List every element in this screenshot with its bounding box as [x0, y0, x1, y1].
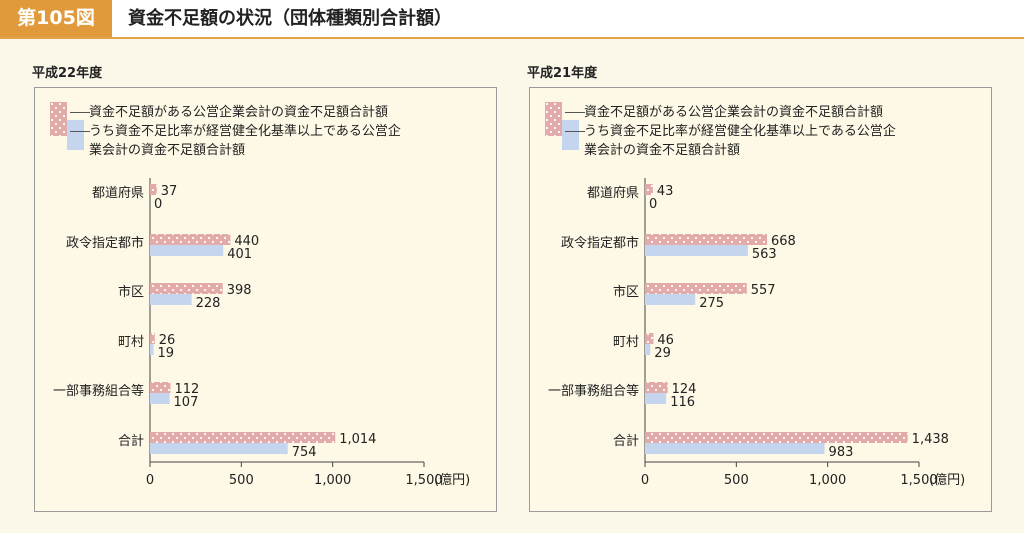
x-tick-label: 500 — [724, 473, 749, 488]
bar-series1 — [150, 283, 223, 294]
data-label-series1: 440 — [234, 234, 259, 249]
legend-label-series2-line2: 業会計の資金不足額合計額 — [584, 143, 741, 158]
bar-series2 — [645, 245, 748, 256]
bar-series2 — [645, 344, 651, 355]
data-label-series1: 557 — [751, 283, 776, 298]
bar-series2 — [150, 344, 154, 355]
data-label-series2: 983 — [829, 445, 854, 460]
category-label: 町村 — [613, 335, 639, 350]
data-label-series2: 0 — [649, 197, 657, 212]
panel-right-title: 平成21年度 — [527, 66, 598, 81]
x-tick-label: 0 — [641, 473, 649, 488]
legend-leader-line — [70, 131, 90, 132]
legend-label-series2-line1: うち資金不足比率が経営健全化基準以上である公営企 — [584, 124, 896, 139]
legend-leader-line — [70, 112, 90, 113]
data-label-series1: 1,438 — [912, 432, 949, 447]
legend-swatch-blue — [67, 120, 84, 150]
header-bar: 第105図 資金不足額の状況（団体種類別合計額） — [0, 0, 1024, 37]
bar-series1 — [150, 382, 171, 393]
bar-series1 — [645, 283, 747, 294]
data-label-series2: 563 — [752, 247, 777, 262]
data-label-series2: 401 — [227, 247, 252, 262]
category-label: 政令指定都市 — [66, 235, 144, 251]
data-label-series2: 228 — [196, 296, 221, 311]
category-label: 一部事務組合等 — [53, 383, 144, 399]
data-label-series2: 19 — [157, 346, 174, 361]
bar-series1 — [645, 382, 668, 393]
bar-series2 — [645, 393, 667, 404]
bar-series1 — [645, 432, 908, 443]
data-label-series2: 116 — [670, 395, 695, 410]
legend-swatch-pink — [545, 102, 562, 136]
chart-panel-left: 資金不足額がある公営企業会計の資金不足額合計額 うち資金不足比率が経営健全化基準… — [34, 87, 497, 512]
bar-series2 — [150, 294, 192, 305]
bar-series1 — [645, 184, 653, 195]
category-label: 市区 — [613, 284, 639, 300]
data-label-series2: 29 — [654, 346, 671, 361]
bar-series1 — [150, 184, 157, 195]
chart-panel-right: 資金不足額がある公営企業会計の資金不足額合計額 うち資金不足比率が経営健全化基準… — [529, 87, 992, 512]
x-unit-label: (億円) — [929, 472, 965, 488]
legend-swatch-pink — [50, 102, 67, 136]
bar-series1 — [150, 333, 155, 344]
x-tick-label: 1,000 — [314, 473, 351, 488]
bar-series1 — [150, 432, 336, 443]
data-label-series2: 0 — [154, 197, 162, 212]
category-label: 市区 — [118, 284, 144, 300]
bar-series2 — [150, 443, 288, 454]
data-label-series1: 1,014 — [339, 432, 376, 447]
panel-left-title: 平成22年度 — [32, 66, 103, 81]
figure-number-badge: 第105図 — [0, 0, 112, 37]
category-label: 都道府県 — [587, 186, 639, 201]
x-tick-label: 1,500 — [900, 473, 937, 488]
category-label: 合計 — [118, 433, 144, 449]
category-label: 合計 — [613, 433, 639, 449]
legend-label-series1: 資金不足額がある公営企業会計の資金不足額合計額 — [89, 105, 389, 120]
legend-leader-line — [565, 131, 585, 132]
data-label-series1: 46 — [657, 333, 674, 348]
x-tick-label: 500 — [229, 473, 254, 488]
category-label: 一部事務組合等 — [548, 383, 639, 399]
bar-series2 — [645, 294, 696, 305]
legend-swatch-blue — [562, 120, 579, 150]
data-label-series1: 124 — [672, 382, 697, 397]
data-label-series2: 754 — [292, 445, 317, 460]
bar-series2 — [645, 443, 825, 454]
x-tick-label: 1,000 — [809, 473, 846, 488]
bar-series2 — [150, 245, 224, 256]
data-label-series1: 398 — [227, 283, 252, 298]
data-label-series1: 668 — [771, 234, 796, 249]
category-label: 町村 — [118, 335, 144, 350]
data-label-series1: 37 — [161, 184, 178, 199]
figure-title: 資金不足額の状況（団体種類別合計額） — [128, 8, 452, 29]
bar-series1 — [645, 333, 654, 344]
data-label-series1: 26 — [159, 333, 176, 348]
x-tick-label: 1,500 — [405, 473, 442, 488]
category-label: 政令指定都市 — [561, 235, 639, 251]
header-divider — [0, 37, 1024, 39]
legend-label-series2-line2: 業会計の資金不足額合計額 — [89, 143, 246, 158]
data-label-series2: 275 — [699, 296, 724, 311]
bar-series2 — [150, 393, 170, 404]
data-label-series2: 107 — [174, 395, 199, 410]
bar-series1 — [150, 234, 231, 245]
x-unit-label: (億円) — [434, 472, 470, 488]
category-label: 都道府県 — [92, 186, 144, 201]
bar-series1 — [645, 234, 768, 245]
data-label-series1: 112 — [174, 382, 199, 397]
x-tick-label: 0 — [146, 473, 154, 488]
legend-leader-line — [565, 112, 585, 113]
data-label-series1: 43 — [657, 184, 674, 199]
legend-label-series2-line1: うち資金不足比率が経営健全化基準以上である公営企 — [89, 124, 401, 139]
legend-label-series1: 資金不足額がある公営企業会計の資金不足額合計額 — [584, 105, 884, 120]
